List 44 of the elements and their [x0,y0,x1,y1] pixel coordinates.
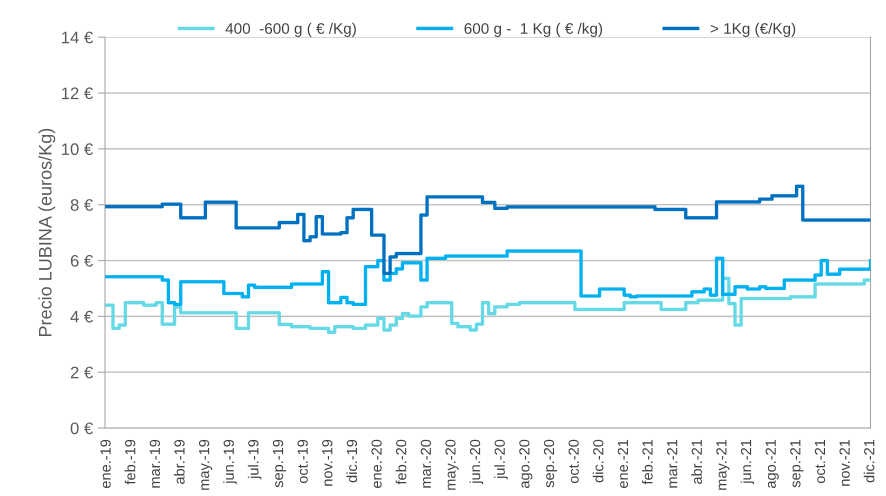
x-tick-label: dic.-20 [592,440,604,482]
x-tick-label: mar.-20 [420,440,431,488]
x-tick-label: feb.-21 [642,440,653,484]
y-tick-label: 12 € [62,87,93,100]
x-tick-label: sep.-19 [272,440,286,488]
x-tick-label: jun.-21 [740,440,754,484]
x-tick-label: ago.-20 [519,440,532,488]
y-tick-label: 14 € [62,32,93,44]
x-tick-label: ene.-21 [618,440,628,488]
y-tick-label: 6 € [70,254,93,267]
legend-label: 400 -600 g ( € /Kg) [226,22,356,37]
x-tick-label: feb.-19 [124,440,136,484]
y-tick-label: 10 € [62,143,93,156]
x-tick-label: dic.-19 [346,440,358,482]
y-axis-title: Precio LUBINA (euros/Kg) [38,128,56,336]
legend-label: 600 g - 1 Kg ( € /kg) [464,22,602,37]
x-tick-label: feb.-20 [396,440,406,484]
x-tick-label: oct.-20 [568,440,579,484]
x-tick-label: jun.-20 [470,440,484,484]
y-tick-label: 4 € [70,310,93,323]
x-tick-label: jul.-19 [248,440,262,480]
x-tick-label: nov.-21 [839,440,850,486]
x-tick-label: oct.-19 [298,440,308,484]
x-tick-label: ene.-20 [371,440,382,488]
x-tick-label: nov.-19 [322,440,332,486]
y-tick-label: 8 € [70,199,93,211]
legend-label: > 1Kg (€/Kg) [710,22,796,37]
x-tick-label: may.-20 [445,440,459,490]
x-tick-label: ago.-21 [766,440,779,488]
x-tick-label: may.-19 [198,440,212,490]
x-tick-label: dic.-21 [864,440,874,482]
x-tick-label: mar.-19 [150,440,160,488]
x-tick-label: sep.-21 [790,440,804,488]
x-tick-label: sep.-20 [544,440,558,488]
y-tick-label: 2 € [70,366,93,378]
x-tick-label: abr.-21 [691,440,702,484]
x-tick-label: may.-21 [716,440,730,490]
y-tick-label: 0 € [70,422,93,434]
x-tick-label: ene.-19 [100,440,111,488]
x-tick-label: oct.-21 [814,440,826,484]
x-tick-label: mar.-21 [667,440,678,488]
x-tick-label: jun.-19 [223,440,237,484]
x-tick-label: abr.-19 [174,440,185,484]
x-tick-label: jul.-20 [494,440,508,480]
